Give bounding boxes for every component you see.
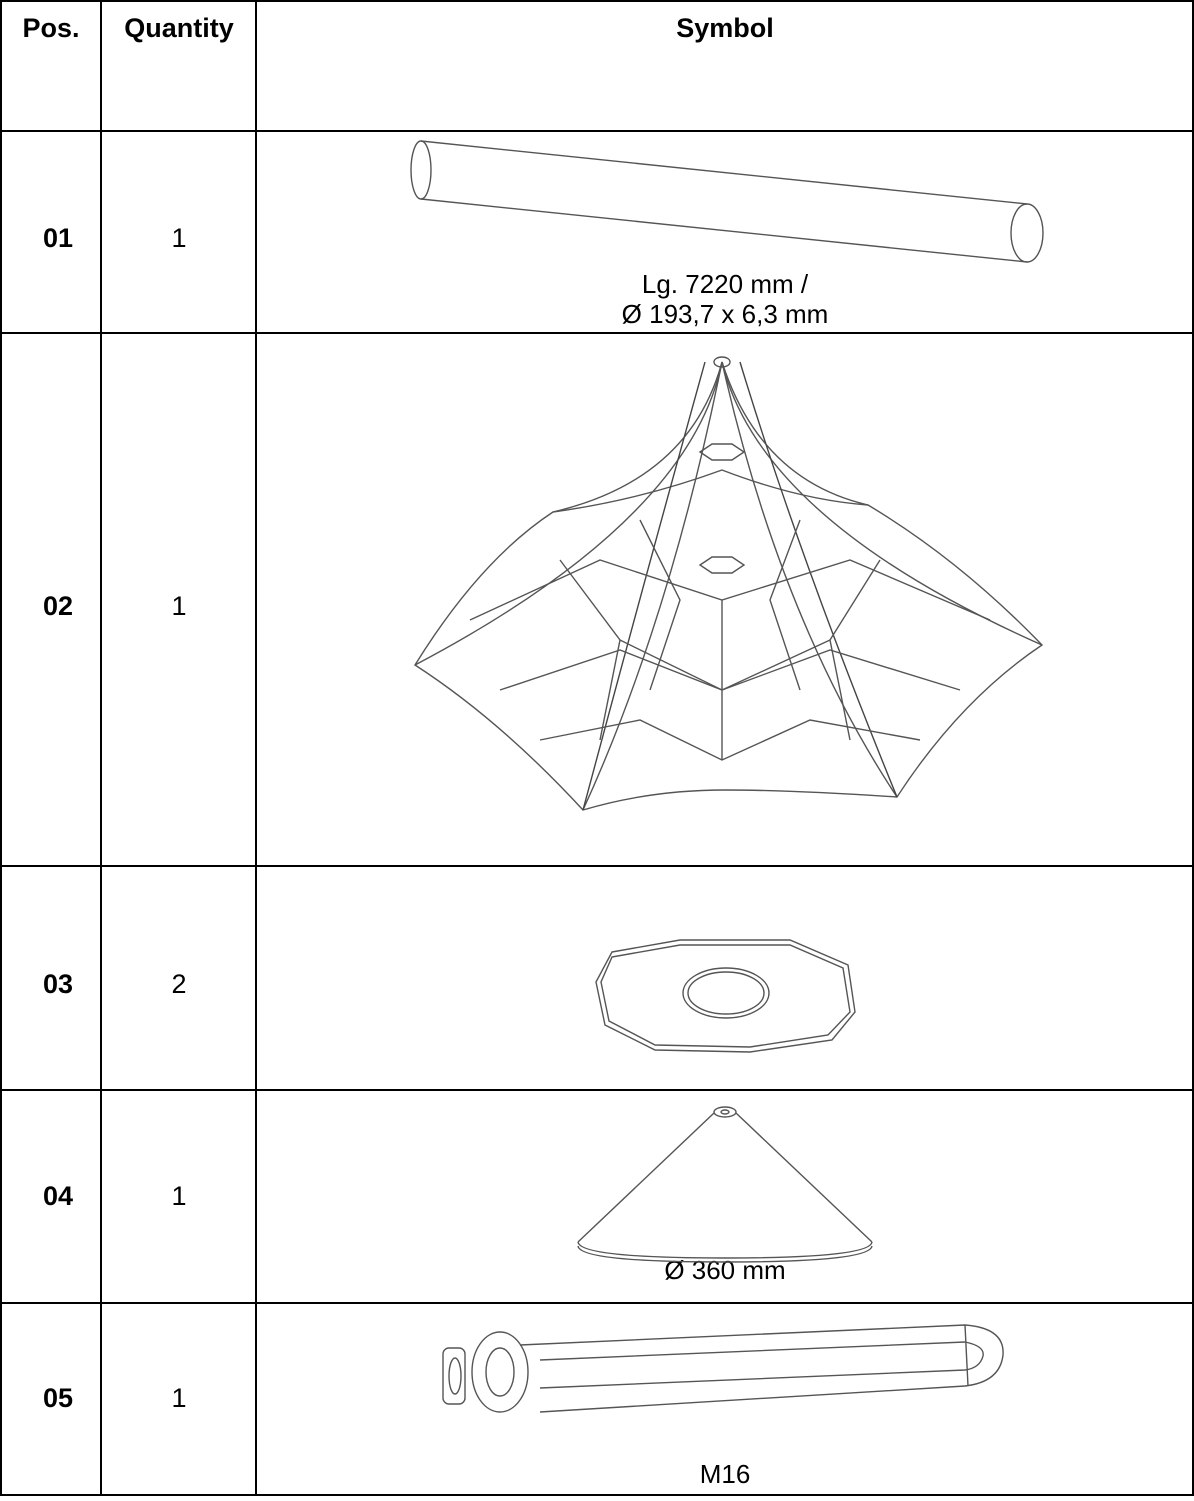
pos-cell: 02 <box>43 591 73 621</box>
net-drawing <box>414 356 1044 811</box>
quantity-cell: 1 <box>171 591 186 621</box>
pos-cell: 04 <box>43 1181 73 1211</box>
header-cell: Pos. <box>22 13 79 43</box>
header-cell: Quantity <box>124 13 234 43</box>
quantity-cell: 1 <box>171 1181 186 1211</box>
quantity-cell: 1 <box>171 1383 186 1413</box>
caption: Ø 360 mm <box>664 1255 785 1285</box>
caption: Lg. 7220 mm / <box>642 269 809 299</box>
pos-cell: 01 <box>43 223 73 253</box>
pipe-drawing <box>410 140 1044 263</box>
caption: M16 <box>700 1459 751 1489</box>
caption: Ø 193,7 x 6,3 mm <box>622 299 829 329</box>
shackle-drawing <box>442 1324 1004 1413</box>
plate-drawing <box>595 939 856 1053</box>
cone-drawing <box>577 1106 873 1263</box>
pos-cell: 03 <box>43 969 73 999</box>
pos-cell: 05 <box>43 1383 73 1413</box>
quantity-cell: 1 <box>171 223 186 253</box>
header-cell: Symbol <box>676 13 774 43</box>
quantity-cell: 2 <box>171 969 186 999</box>
